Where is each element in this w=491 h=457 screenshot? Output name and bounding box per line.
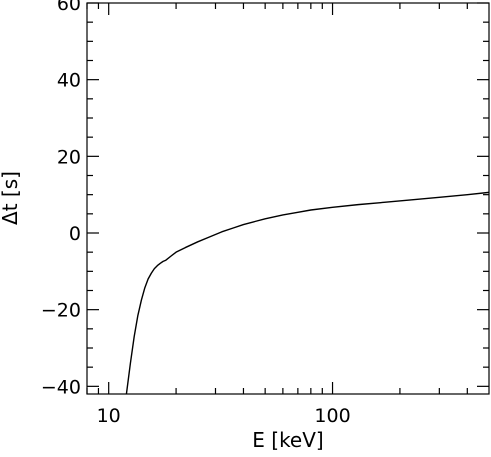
- y-axis-label: Δt [s]: [0, 171, 22, 225]
- x-tick-label: 10: [97, 405, 121, 427]
- y-tick-label: −20: [41, 300, 81, 322]
- y-tick-label: 0: [69, 223, 81, 245]
- y-tick-label: −40: [41, 376, 81, 398]
- series-line-1: [125, 191, 489, 394]
- x-axis-label: E [keV]: [252, 428, 323, 452]
- y-tick-label: 40: [57, 70, 81, 92]
- ticks: [86, 2, 489, 394]
- series-group: [125, 191, 489, 394]
- y-tick-label: 60: [57, 0, 81, 15]
- y-tick-label: 20: [57, 146, 81, 168]
- plot-frame: [86, 2, 490, 395]
- tick-labels: 10 100 −40 −20 0 20 40 60: [41, 0, 351, 427]
- x-tick-label: 100: [314, 405, 350, 427]
